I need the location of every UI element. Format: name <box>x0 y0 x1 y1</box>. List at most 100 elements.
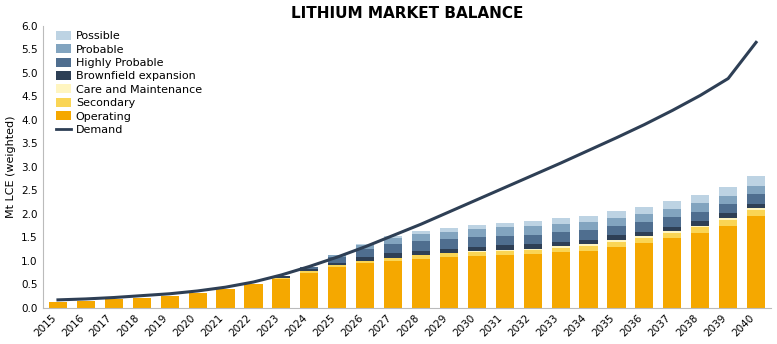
Bar <box>412 259 430 308</box>
Bar <box>524 221 542 226</box>
Demand <box>109 295 118 300</box>
Bar <box>384 244 402 253</box>
Bar <box>384 253 402 258</box>
Bar <box>552 232 570 241</box>
Demand <box>500 185 510 190</box>
Bar <box>692 227 709 233</box>
Y-axis label: Mt LCE (weighted): Mt LCE (weighted) <box>5 116 16 218</box>
Bar <box>552 224 570 232</box>
Bar <box>636 222 653 232</box>
Bar <box>664 201 681 209</box>
Bar <box>496 236 514 245</box>
Bar <box>719 204 737 213</box>
Bar <box>384 258 402 261</box>
Bar <box>468 247 486 251</box>
Demand <box>305 265 314 269</box>
Bar <box>328 265 347 267</box>
Bar <box>468 229 486 237</box>
Bar <box>608 226 625 236</box>
Bar <box>356 263 375 308</box>
Bar <box>692 195 709 203</box>
Bar <box>440 239 458 249</box>
Bar <box>496 223 514 227</box>
Bar <box>300 267 319 269</box>
Bar <box>580 245 598 246</box>
Demand <box>361 245 370 249</box>
Bar <box>719 195 737 204</box>
Bar <box>636 207 653 214</box>
Bar <box>440 232 458 239</box>
Bar <box>440 257 458 308</box>
Bar <box>692 233 709 308</box>
Demand <box>472 198 482 202</box>
Demand <box>444 210 454 214</box>
Bar <box>608 241 625 247</box>
Bar <box>692 221 709 226</box>
Bar <box>636 243 653 308</box>
Bar <box>664 209 681 217</box>
Bar <box>719 226 737 308</box>
Bar <box>608 236 625 240</box>
Bar <box>636 232 653 236</box>
Demand <box>416 222 426 226</box>
Bar <box>412 250 430 255</box>
Bar <box>552 248 570 252</box>
Bar <box>719 218 737 219</box>
Bar <box>384 236 402 238</box>
Demand <box>639 122 649 127</box>
Bar <box>580 246 598 250</box>
Bar <box>524 235 542 244</box>
Bar <box>496 255 514 308</box>
Demand <box>388 234 398 238</box>
Bar <box>747 186 765 194</box>
Bar <box>356 244 375 245</box>
Bar <box>747 209 765 216</box>
Bar <box>468 225 486 229</box>
Bar <box>692 203 709 212</box>
Demand <box>723 76 733 80</box>
Bar <box>524 226 542 235</box>
Demand <box>221 285 230 289</box>
Bar <box>580 230 598 240</box>
Bar <box>217 289 235 308</box>
Bar <box>468 256 486 308</box>
Bar <box>356 245 375 249</box>
Demand <box>751 40 761 44</box>
Demand <box>528 173 538 178</box>
Demand <box>333 255 342 259</box>
Bar <box>49 302 67 308</box>
Bar <box>719 219 737 226</box>
Demand <box>137 293 146 298</box>
Bar <box>692 226 709 227</box>
Legend: Possible, Probable, Highly Probable, Brownfield expansion, Care and Maintenance,: Possible, Probable, Highly Probable, Bro… <box>54 29 204 137</box>
Bar <box>328 263 347 265</box>
Bar <box>580 222 598 230</box>
Bar <box>412 241 430 250</box>
Bar <box>384 261 402 308</box>
Bar <box>608 211 625 218</box>
Bar <box>468 252 486 256</box>
Bar <box>189 293 207 308</box>
Bar <box>440 249 458 253</box>
Bar <box>664 233 681 238</box>
Demand <box>556 161 566 165</box>
Bar <box>272 279 291 308</box>
Bar <box>580 250 598 308</box>
Demand <box>82 297 91 301</box>
Bar <box>77 301 95 308</box>
Bar <box>552 241 570 246</box>
Bar <box>552 218 570 224</box>
Bar <box>161 295 179 308</box>
Bar <box>747 204 765 208</box>
Bar <box>636 238 653 243</box>
Bar <box>664 227 681 231</box>
Bar <box>412 231 430 234</box>
Bar <box>719 187 737 195</box>
Bar <box>747 208 765 209</box>
Demand <box>165 292 174 296</box>
Bar <box>747 176 765 186</box>
Bar <box>608 218 625 226</box>
Bar <box>608 240 625 241</box>
Bar <box>356 261 375 263</box>
Bar <box>328 255 347 257</box>
